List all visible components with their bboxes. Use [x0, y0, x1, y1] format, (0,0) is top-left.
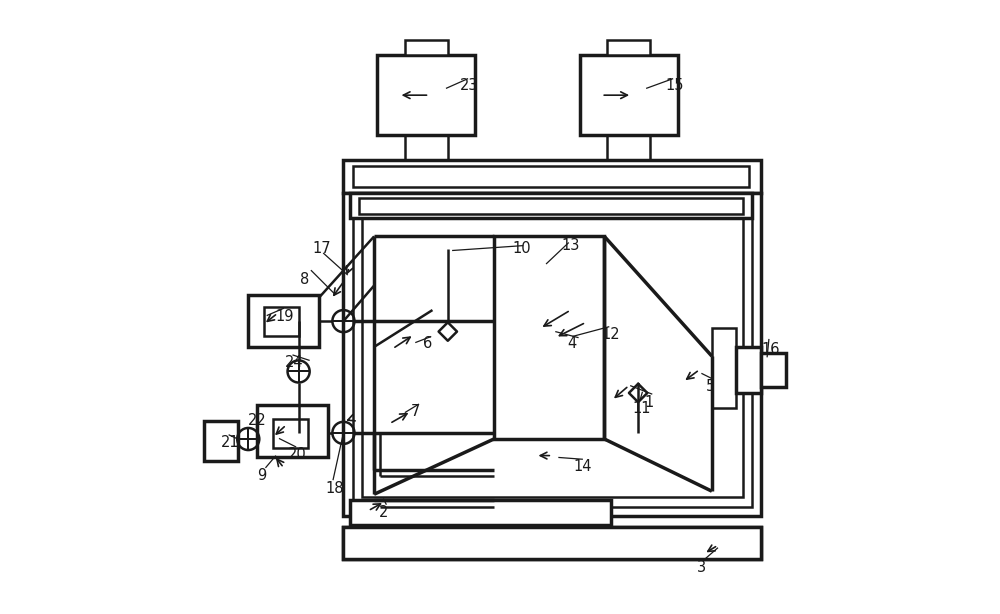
Text: 15: 15: [666, 79, 684, 93]
Text: 21: 21: [221, 435, 239, 449]
Bar: [377, 55, 475, 135]
Bar: [494, 236, 604, 439]
Text: 1: 1: [644, 395, 654, 410]
Text: 17: 17: [313, 241, 331, 256]
Text: 19: 19: [276, 309, 294, 324]
Text: 14: 14: [574, 459, 592, 474]
Text: 6: 6: [423, 336, 432, 351]
Text: 7: 7: [411, 404, 420, 419]
Bar: [343, 160, 761, 193]
Bar: [248, 295, 319, 347]
Bar: [353, 203, 752, 507]
Bar: [204, 421, 238, 460]
Bar: [405, 40, 448, 55]
Bar: [350, 500, 611, 525]
Bar: [761, 353, 786, 387]
Bar: [736, 347, 761, 393]
Text: 23: 23: [460, 79, 479, 93]
Bar: [343, 527, 761, 559]
Bar: [580, 55, 678, 135]
Bar: [362, 212, 743, 497]
Text: 2: 2: [378, 505, 388, 520]
Text: 11: 11: [632, 401, 651, 416]
Text: 13: 13: [561, 238, 580, 253]
Text: 8: 8: [300, 272, 310, 287]
Bar: [350, 193, 752, 218]
Bar: [257, 405, 328, 457]
Bar: [273, 419, 308, 448]
Bar: [359, 198, 743, 214]
Text: 12: 12: [601, 327, 620, 342]
Bar: [712, 328, 736, 408]
Text: 9: 9: [257, 468, 267, 483]
Text: 3: 3: [696, 561, 706, 575]
Text: 4: 4: [568, 336, 577, 351]
Text: 10: 10: [512, 241, 531, 256]
Text: 16: 16: [761, 343, 779, 357]
Bar: [264, 307, 299, 336]
Text: 5: 5: [706, 379, 715, 394]
Text: 24: 24: [285, 355, 304, 370]
Bar: [343, 527, 761, 559]
Bar: [353, 166, 749, 187]
Text: 22: 22: [248, 413, 267, 428]
Text: 20: 20: [288, 447, 307, 462]
Bar: [607, 40, 650, 55]
Text: 18: 18: [325, 481, 344, 495]
Bar: [343, 193, 761, 516]
